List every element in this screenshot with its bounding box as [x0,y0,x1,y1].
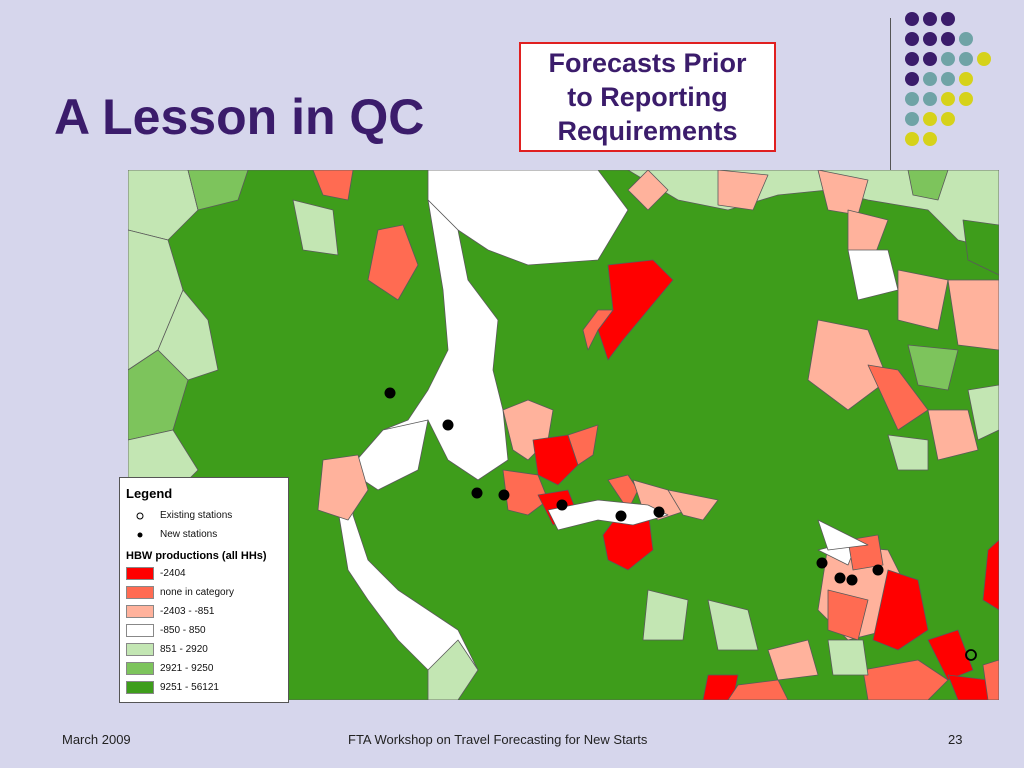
legend-class-label: -2403 - -851 [160,606,215,617]
footer-date: March 2009 [62,732,131,747]
legend-class-row: 851 - 2920 [126,643,208,656]
legend-swatch [126,586,154,599]
new-station-marker [471,487,483,499]
legend-title: Legend [126,486,173,501]
decor-dot [977,52,991,66]
legend-swatch [126,567,154,580]
decor-dot [905,112,919,126]
callout-line-2: to Reporting [567,82,728,112]
legend-new-stations: New stations [126,529,217,540]
legend-class-label: 2921 - 9250 [160,663,214,674]
decor-dot [941,112,955,126]
decor-dot [905,52,919,66]
footer-page-number: 23 [948,732,963,747]
legend-class-label: -850 - 850 [160,625,206,636]
decor-dot [941,32,955,46]
new-station-marker [442,419,454,431]
legend-swatch [126,662,154,675]
existing-station-marker [965,649,977,661]
new-station-marker [834,572,846,584]
decor-dot [905,32,919,46]
decor-dot [959,72,973,86]
new-station-marker [816,557,828,569]
legend-class-row: 2921 - 9250 [126,662,213,675]
legend-swatch [126,605,154,618]
new-station-marker [384,387,396,399]
decor-dot [905,92,919,106]
decor-dot [923,132,937,146]
legend-new-label: New stations [160,529,218,540]
callout-line-3: Requirements [557,116,738,146]
new-station-marker [498,489,510,501]
decor-dot [923,52,937,66]
legend-swatch [126,624,154,637]
new-station-marker [615,510,627,522]
legend-section-title: HBW productions (all HHs) [126,550,267,562]
decor-dot [941,72,955,86]
decor-dot [941,12,955,26]
decor-dot [959,52,973,66]
open-circle-icon [126,511,154,521]
decor-dot [959,32,973,46]
decor-dot [941,92,955,106]
callout-line-1: Forecasts Prior [548,48,747,78]
legend-class-row: none in category [126,586,234,599]
decor-dot [923,112,937,126]
legend-existing-stations: Existing stations [126,510,232,521]
decor-dot [905,72,919,86]
decor-dot [959,92,973,106]
slide-title: A Lesson in QC [54,89,425,145]
legend-swatch [126,681,154,694]
new-station-marker [653,506,665,518]
divider-line [890,18,891,170]
decor-dot [905,132,919,146]
decor-dot [923,12,937,26]
decor-dot [923,72,937,86]
decor-dot [941,52,955,66]
callout-box: Forecasts Prior to Reporting Requirement… [519,42,776,152]
decor-dot [923,92,937,106]
decor-dot [923,32,937,46]
filled-circle-icon [126,530,154,540]
legend-class-label: 9251 - 56121 [160,682,219,693]
new-station-marker [872,564,884,576]
legend-class-label: -2404 [160,568,186,579]
decor-dot [905,12,919,26]
map-image [128,170,999,700]
legend-class-label: 851 - 2920 [160,644,208,655]
legend-existing-label: Existing stations [160,510,233,521]
new-station-marker [556,499,568,511]
map-legend: Legend Existing stations New stations HB… [119,477,289,703]
legend-swatch [126,643,154,656]
legend-class-row: -2404 [126,567,186,580]
footer-title: FTA Workshop on Travel Forecasting for N… [348,732,648,747]
legend-class-row: 9251 - 56121 [126,681,219,694]
legend-class-label: none in category [160,587,234,598]
new-station-marker [846,574,858,586]
legend-class-row: -850 - 850 [126,624,206,637]
legend-class-row: -2403 - -851 [126,605,214,618]
choropleth-map [128,170,999,700]
